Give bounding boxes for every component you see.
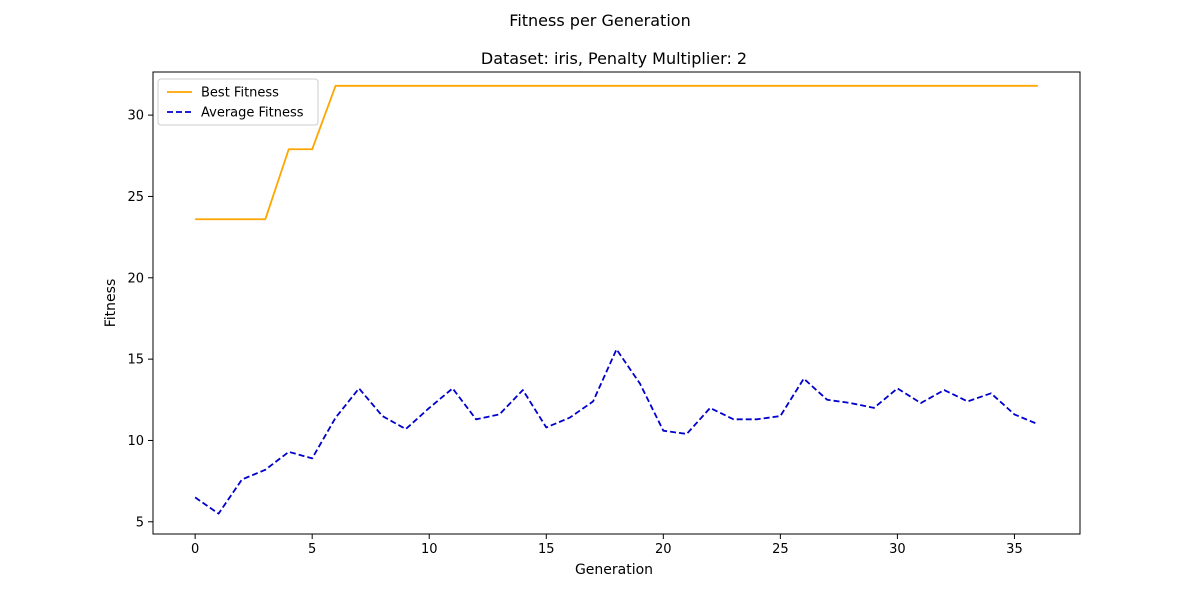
legend: Best Fitness Average Fitness: [157, 78, 319, 126]
x-tick-label: 0: [191, 542, 199, 557]
legend-label-0: Best Fitness: [201, 86, 279, 101]
x-tick-label: 5: [308, 542, 316, 557]
x-tick-label: 30: [889, 542, 906, 557]
x-tick-label: 25: [772, 542, 789, 557]
y-tick-label: 30: [127, 109, 144, 124]
x-tick-label: 10: [421, 542, 438, 557]
x-tick-label: 35: [1006, 542, 1023, 557]
y-axis-label: Fitness: [103, 279, 119, 328]
y-tick-label: 20: [127, 271, 144, 286]
series-line-0: [195, 84, 1038, 221]
y-tick-label: 5: [136, 515, 144, 530]
plot-frame: [152, 71, 1081, 535]
chart-title: Dataset: iris, Penalty Multiplier: 2: [481, 49, 747, 68]
y-tick-label: 25: [127, 190, 144, 205]
y-tick-label: 10: [127, 434, 144, 449]
figure-suptitle: Fitness per Generation: [509, 11, 690, 30]
legend-box: [157, 78, 319, 126]
x-axis-label: Generation: [575, 562, 653, 578]
x-tick-label: 20: [655, 542, 672, 557]
legend-label-1: Average Fitness: [201, 106, 304, 121]
plot-area: 0 5 10 15 20 25 30 35 5 10 15 20 25 30 Best Fitness Ave…: [127, 71, 1081, 557]
plot-background: [153, 72, 1080, 534]
x-tick-label: 15: [538, 542, 555, 557]
y-tick-label: 15: [127, 353, 144, 368]
